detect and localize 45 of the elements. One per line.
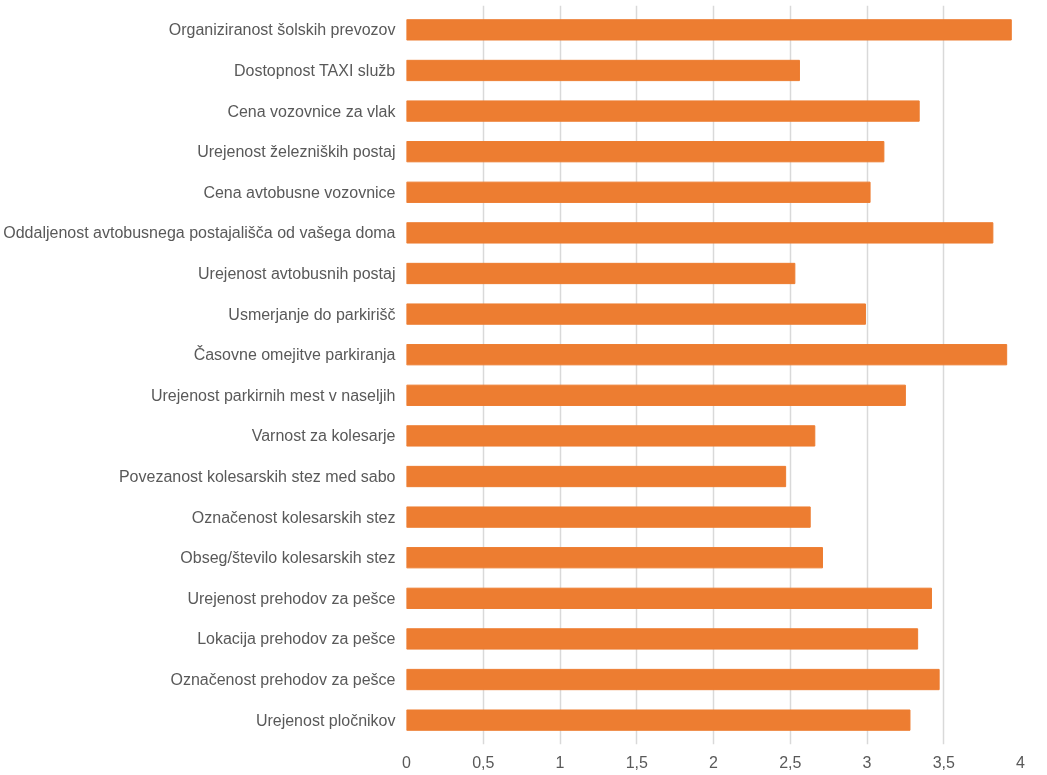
y-tick-label: Dostopnost TAXI služb bbox=[233, 61, 396, 79]
bar bbox=[406, 628, 919, 650]
x-tick-label: 0 bbox=[402, 753, 412, 771]
bar bbox=[406, 506, 811, 528]
x-tick-label: 2 bbox=[709, 753, 719, 771]
bar bbox=[406, 547, 823, 569]
bar bbox=[406, 425, 816, 447]
y-tick-label: Urejenost avtobusnih postaj bbox=[198, 264, 396, 282]
bar bbox=[406, 303, 866, 325]
bar bbox=[406, 222, 994, 244]
bar bbox=[406, 344, 1008, 366]
x-tick-label: 4 bbox=[1016, 753, 1026, 771]
y-tick-label: Obseg/število kolesarskih stez bbox=[180, 549, 396, 567]
x-tick-label: 1 bbox=[555, 753, 565, 771]
bar bbox=[406, 465, 787, 488]
y-tick-label: Urejenost prehodov za pešce bbox=[187, 589, 396, 607]
y-tick-label: Lokacija prehodov za pešce bbox=[197, 630, 396, 648]
bar bbox=[406, 668, 940, 691]
y-tick-label: Povezanost kolesarskih stez med sabo bbox=[118, 468, 396, 486]
bar bbox=[406, 384, 906, 406]
y-tick-label: Urejenost pločnikov bbox=[255, 711, 396, 729]
bar bbox=[406, 181, 871, 203]
y-tick-label: Označenost kolesarskih stez bbox=[191, 508, 396, 526]
y-tick-label: Cena avtobusne vozovnice bbox=[203, 183, 396, 201]
bar bbox=[406, 141, 885, 163]
bar bbox=[406, 262, 796, 285]
y-tick-label: Urejenost železniških postaj bbox=[197, 143, 396, 161]
bar bbox=[406, 19, 1012, 41]
y-tick-label: Oddaljenost avtobusnega postajališča od vašega doma bbox=[3, 224, 396, 242]
bar bbox=[406, 100, 920, 122]
x-tick-label: 2,5 bbox=[779, 753, 802, 771]
x-tick-label: 0,5 bbox=[472, 753, 495, 771]
y-tick-label: Urejenost parkirnih mest v naseljih bbox=[150, 386, 396, 404]
y-tick-label: Usmerjanje do parkirišč bbox=[228, 305, 396, 323]
y-tick-label: Varnost za kolesarje bbox=[251, 427, 396, 445]
y-tick-label: Časovne omejitve parkiranja bbox=[193, 345, 396, 364]
y-tick-label: Označenost prehodov za pešce bbox=[170, 671, 396, 689]
x-tick-label: 3,5 bbox=[932, 753, 955, 771]
bar bbox=[406, 709, 911, 731]
bar bbox=[406, 587, 932, 609]
y-tick-label: Cena vozovnice za vlak bbox=[227, 102, 397, 120]
y-tick-label: Organiziranost šolskih prevozov bbox=[168, 21, 396, 39]
bar bbox=[406, 59, 800, 82]
x-tick-label: 3 bbox=[862, 753, 872, 771]
x-tick-label: 1,5 bbox=[625, 753, 648, 771]
